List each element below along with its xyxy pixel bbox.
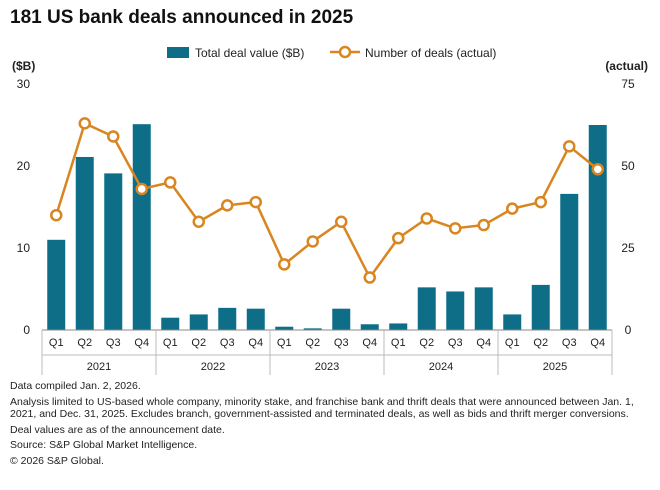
bar [446,291,465,330]
line-point [591,163,604,176]
line-point [164,176,177,189]
left-axis-label: ($B) [12,59,35,73]
quarter-label: Q2 [305,337,320,349]
line-series [50,117,604,284]
line-point [363,271,376,284]
bar [303,328,322,330]
legend-bar-label: Total deal value ($B) [195,46,304,60]
quarter-label: Q1 [277,337,292,349]
bar [47,239,66,330]
left-tick-label: 20 [17,159,31,173]
chart-notes: Data compiled Jan. 2, 2026. Analysis lim… [10,380,650,470]
quarter-label: Q1 [505,337,520,349]
quarter-label: Q3 [220,337,235,349]
quarter-label: Q4 [362,337,377,349]
line-point [506,202,519,215]
line-point [249,195,262,209]
line-point [563,140,576,153]
quarter-label: Q4 [134,337,149,349]
quarter-label: Q3 [562,337,577,349]
year-label: 2022 [201,361,225,373]
note-source: Source: S&P Global Market Intelligence. [10,439,198,451]
bar [417,287,436,330]
quarter-label: Q3 [448,337,463,349]
bar [560,193,579,330]
right-tick-label: 25 [621,241,635,255]
quarter-label: Q2 [77,337,92,349]
note-analysis: Analysis limited to US-based whole compa… [10,395,634,421]
left-axis-ticks: 0 10 20 30 [17,77,31,337]
note-copyright: © 2026 S&P Global. [10,454,104,467]
line-point [278,258,291,271]
right-tick-label: 50 [621,159,635,173]
bar [332,308,351,330]
quarter-label: Q1 [163,337,178,349]
bar [161,317,180,330]
bar [189,314,208,330]
line-point [192,215,205,229]
bar [218,307,237,330]
bar-series [47,124,607,331]
line-point [449,222,462,235]
line-point [477,218,490,232]
quarter-label: Q3 [106,337,121,349]
legend-line-label: Number of deals (actual) [365,46,496,60]
quarter-label: Q4 [248,337,263,349]
right-axis-ticks: 0 25 50 75 [621,77,635,337]
quarter-label: Q4 [476,337,491,349]
bar [588,125,607,330]
bar [75,156,94,330]
note-deal-values: Deal values are as of the announcement d… [10,423,225,436]
line-point [306,235,319,248]
x-axis: Q1 Q2 Q3 Q4 Q1 Q2 Q3 Q4 Q1 Q2 Q3 Q4 Q1 Q2 Q3 Q4 Q1 Q2 Q3 Q4… [41,329,613,375]
left-tick-label: 10 [17,241,31,255]
quarter-label: Q2 [533,337,548,349]
quarter-label: Q3 [334,337,349,349]
note-compiled: Data compiled Jan. 2, 2026. [10,380,141,392]
right-tick-label: 0 [625,323,632,337]
year-label: 2023 [315,361,339,373]
right-axis-label: (actual) [605,59,648,73]
legend-bar-swatch [167,47,189,58]
bar [360,324,379,330]
line-point [50,208,63,222]
bar [275,326,294,330]
left-tick-label: 30 [17,77,31,91]
line-point [78,117,91,130]
line-point [107,130,120,143]
line-point [335,215,348,229]
bar [503,314,522,330]
bar [132,124,151,331]
quarter-label: Q1 [49,337,64,349]
legend: Total deal value ($B) Number of deals (a… [167,45,496,60]
bar [104,173,123,330]
line-point [420,212,433,225]
right-tick-label: 75 [621,77,635,91]
bar [531,284,550,330]
year-label: 2024 [429,361,453,373]
bar [389,323,408,330]
quarter-label: Q4 [590,337,605,349]
line-point [221,199,234,212]
bar [246,308,265,330]
bar [474,287,493,330]
quarter-label: Q1 [391,337,406,349]
legend-line-marker [338,45,352,59]
year-label: 2025 [543,361,567,373]
quarter-label: Q2 [191,337,206,349]
line-point [135,182,148,196]
line-point [392,231,405,245]
chart-title: 181 US bank deals announced in 2025 [10,7,354,28]
left-tick-label: 0 [23,323,30,337]
year-label: 2021 [87,361,111,373]
chart-area: Total deal value ($B) Number of deals (a… [12,45,648,375]
quarter-label: Q2 [419,337,434,349]
line-point [534,195,547,209]
